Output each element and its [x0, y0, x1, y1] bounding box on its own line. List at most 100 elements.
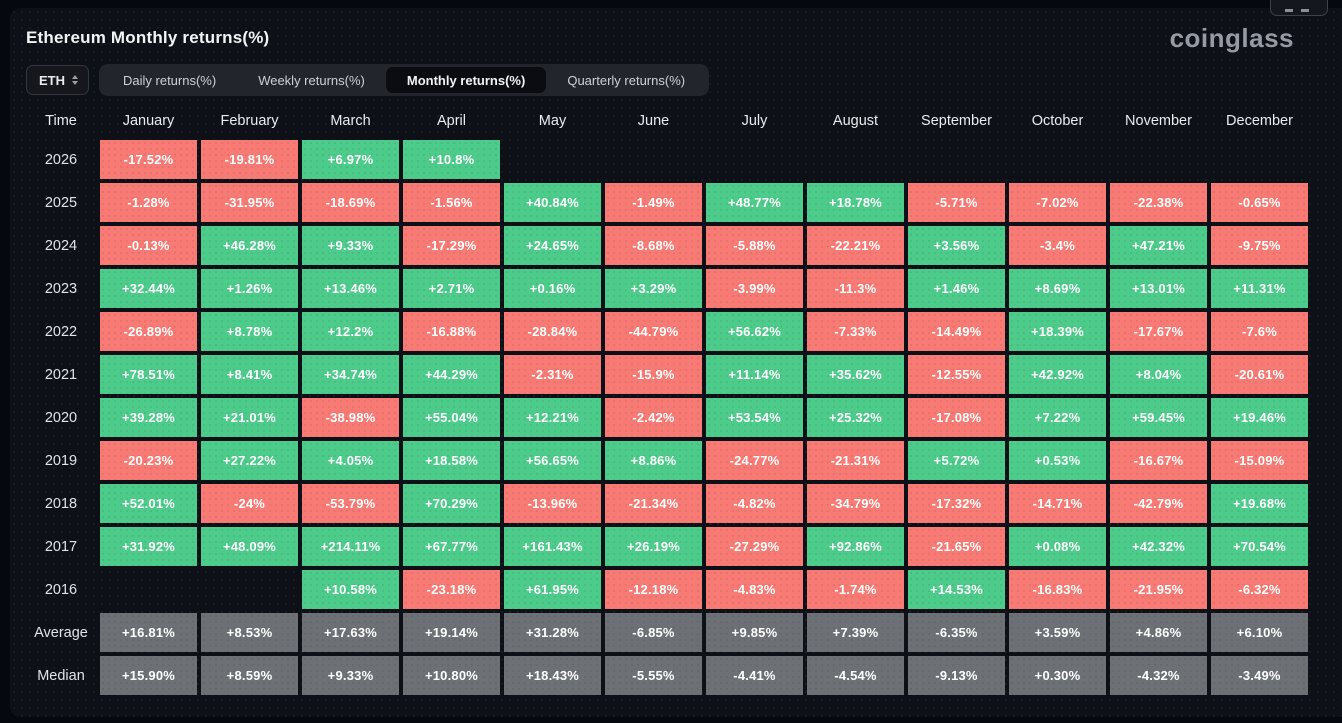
return-cell: +48.09% — [201, 527, 298, 566]
return-cell: -16.67% — [1110, 441, 1207, 480]
empty-cell — [807, 140, 904, 179]
return-cell: -19.81% — [201, 140, 298, 179]
tab-monthly-returns[interactable]: Monthly returns(%) — [385, 67, 547, 93]
empty-cell — [1110, 140, 1207, 179]
return-cell: -6.35% — [908, 613, 1005, 652]
return-cell: -5.88% — [706, 226, 803, 265]
return-cell: +8.04% — [1110, 355, 1207, 394]
return-cell: -4.32% — [1110, 656, 1207, 695]
return-cell: +46.28% — [201, 226, 298, 265]
return-cell: +53.54% — [706, 398, 803, 437]
return-cell: +70.54% — [1211, 527, 1308, 566]
return-cell: -0.65% — [1211, 183, 1308, 222]
return-cell: -27.29% — [706, 527, 803, 566]
tab-weekly-returns[interactable]: Weekly returns(%) — [237, 67, 386, 93]
return-cell: -15.9% — [605, 355, 702, 394]
return-cell: -18.69% — [302, 183, 399, 222]
tab-quarterly-returns[interactable]: Quarterly returns(%) — [546, 67, 706, 93]
return-cell: +2.71% — [403, 269, 500, 308]
return-cell: +0.16% — [504, 269, 601, 308]
return-cell: -7.33% — [807, 312, 904, 351]
return-cell: +25.32% — [807, 398, 904, 437]
return-cell: +15.90% — [100, 656, 197, 695]
row-label-2022: 2022 — [44, 323, 78, 340]
returns-period-tabbar: Daily returns(%) Weekly returns(%) Monthly… — [99, 64, 710, 96]
return-cell: +3.29% — [605, 269, 702, 308]
return-cell: +56.62% — [706, 312, 803, 351]
tab-daily-returns[interactable]: Daily returns(%) — [102, 67, 237, 93]
row-label-2025: 2025 — [44, 194, 78, 211]
return-cell: -9.75% — [1211, 226, 1308, 265]
return-cell: -22.38% — [1110, 183, 1207, 222]
return-cell: +31.28% — [504, 613, 601, 652]
return-cell: -1.28% — [100, 183, 197, 222]
empty-cell — [201, 570, 298, 609]
return-cell: -7.6% — [1211, 312, 1308, 351]
return-cell: -0.13% — [100, 226, 197, 265]
coinglass-logo[interactable]: coinglass — [1169, 22, 1294, 53]
empty-cell — [1211, 140, 1308, 179]
return-cell: +11.14% — [706, 355, 803, 394]
return-cell: -20.61% — [1211, 355, 1308, 394]
return-cell: +18.43% — [504, 656, 601, 695]
return-cell: -14.71% — [1009, 484, 1106, 523]
return-cell: +161.43% — [504, 527, 601, 566]
return-cell: +52.01% — [100, 484, 197, 523]
return-cell: +40.84% — [504, 183, 601, 222]
symbol-select-value: ETH — [39, 72, 65, 88]
return-cell: -7.02% — [1009, 183, 1106, 222]
return-cell: +32.44% — [100, 269, 197, 308]
row-label-2026: 2026 — [44, 151, 78, 168]
empty-cell — [504, 140, 601, 179]
return-cell: +92.86% — [807, 527, 904, 566]
return-cell: -4.41% — [706, 656, 803, 695]
return-cell: -14.49% — [908, 312, 1005, 351]
column-header-december: December — [1226, 113, 1293, 129]
column-header-march: March — [330, 113, 371, 129]
return-cell: -16.83% — [1009, 570, 1106, 609]
row-label-average: Average — [34, 624, 88, 641]
return-cell: +14.53% — [908, 570, 1005, 609]
return-cell: +0.53% — [1009, 441, 1106, 480]
return-cell: -2.31% — [504, 355, 601, 394]
cutoff-control[interactable] — [1270, 0, 1328, 16]
return-cell: -28.84% — [504, 312, 601, 351]
return-cell: -42.79% — [1110, 484, 1207, 523]
return-cell: +10.8% — [403, 140, 500, 179]
cutoff-glyph — [1285, 9, 1293, 12]
return-cell: -17.08% — [908, 398, 1005, 437]
empty-cell — [100, 570, 197, 609]
return-cell: +9.33% — [302, 656, 399, 695]
return-cell: -11.3% — [807, 269, 904, 308]
return-cell: +35.62% — [807, 355, 904, 394]
return-cell: +9.33% — [302, 226, 399, 265]
row-label-2021: 2021 — [44, 366, 78, 383]
empty-cell — [1009, 140, 1106, 179]
return-cell: -13.96% — [504, 484, 601, 523]
return-cell: +48.77% — [706, 183, 803, 222]
column-header-may: May — [538, 113, 567, 129]
return-cell: +8.78% — [201, 312, 298, 351]
return-cell: -6.85% — [605, 613, 702, 652]
return-cell: +8.53% — [201, 613, 298, 652]
row-label-median: Median — [37, 667, 85, 684]
return-cell: +56.65% — [504, 441, 601, 480]
return-cell: -15.09% — [1211, 441, 1308, 480]
cutoff-glyph — [1301, 9, 1309, 12]
return-cell: +19.14% — [403, 613, 500, 652]
column-header-february: February — [220, 113, 279, 129]
column-header-october: October — [1031, 113, 1084, 129]
return-cell: +31.92% — [100, 527, 197, 566]
return-cell: +24.65% — [504, 226, 601, 265]
column-header-july: July — [741, 113, 768, 129]
return-cell: +0.08% — [1009, 527, 1106, 566]
return-cell: +4.05% — [302, 441, 399, 480]
symbol-select[interactable]: ETH — [26, 65, 89, 95]
return-cell: +214.11% — [302, 527, 399, 566]
empty-cell — [908, 140, 1005, 179]
column-header-september: September — [921, 113, 992, 129]
return-cell: -38.98% — [302, 398, 399, 437]
controls-row: ETH Daily returns(%) Weekly returns(%) Mon… — [10, 52, 1342, 96]
return-cell: -17.29% — [403, 226, 500, 265]
return-cell: +27.22% — [201, 441, 298, 480]
